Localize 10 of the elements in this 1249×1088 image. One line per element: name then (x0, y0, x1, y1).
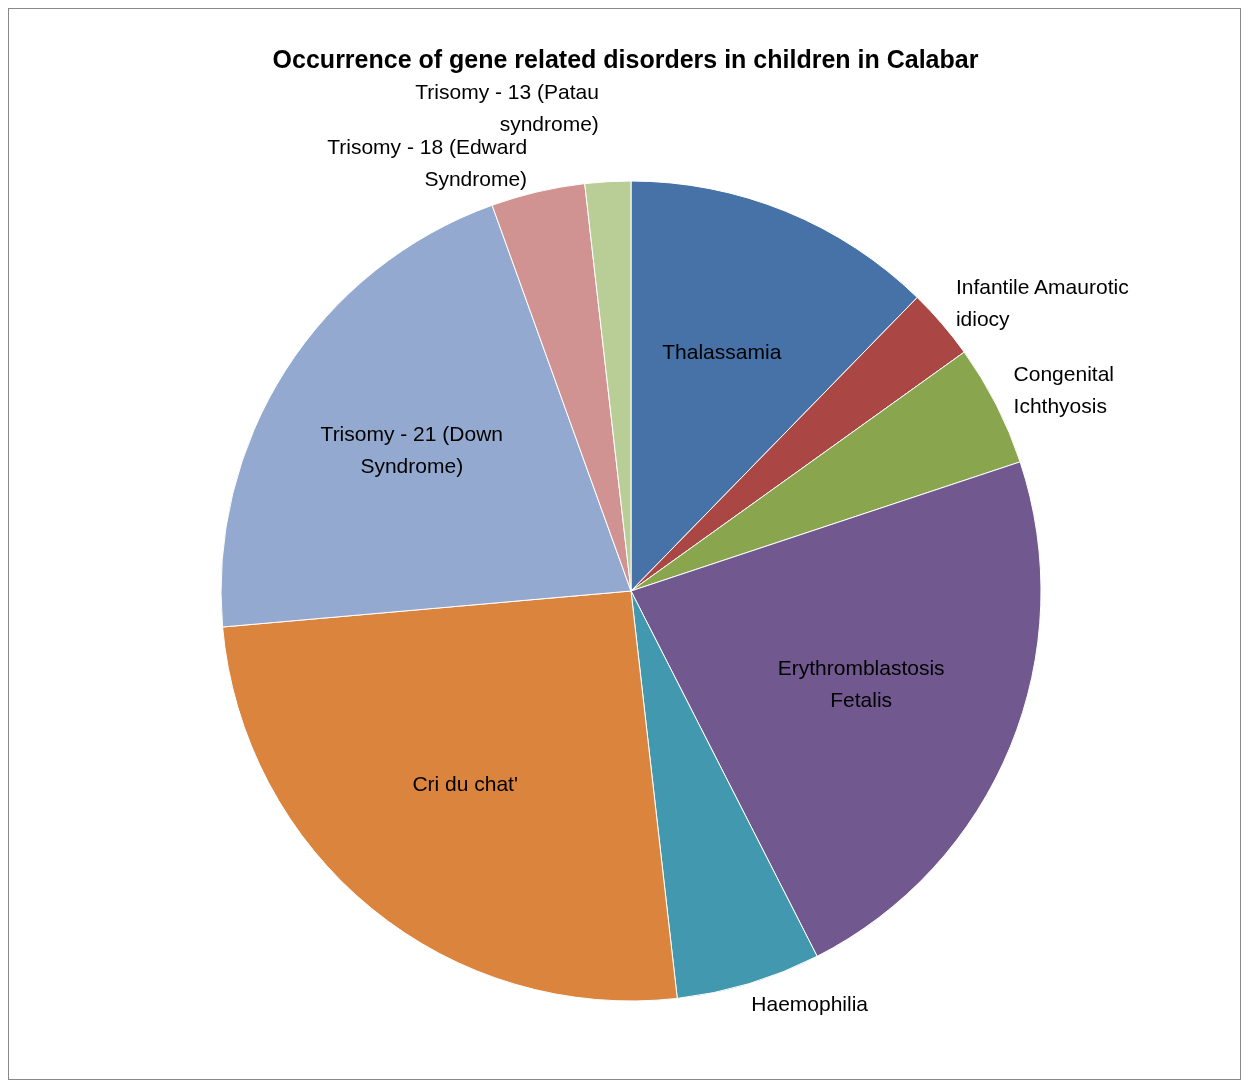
slice-label: Congenital Ichthyosis (1013, 361, 1114, 417)
slice-label: Trisomy - 18 (Edward Syndrome) (327, 134, 528, 190)
slice-label: Haemophilia (751, 991, 869, 1015)
slice-label: Trisomy - 13 (Patau syndrome) (415, 79, 599, 135)
slice-label: Cri du chat' (412, 771, 518, 795)
slice-label: Trisomy - 21 (Down Syndrome) (320, 421, 504, 477)
slice-label: Erythromblastosis Fetalis (777, 655, 945, 711)
slice-label: Infantile Amaurotic idiocy (955, 274, 1129, 330)
slice-label: Thalassamia (662, 339, 782, 363)
chart-title: Occurrence of gene related disorders in children in Calabar (271, 45, 980, 74)
